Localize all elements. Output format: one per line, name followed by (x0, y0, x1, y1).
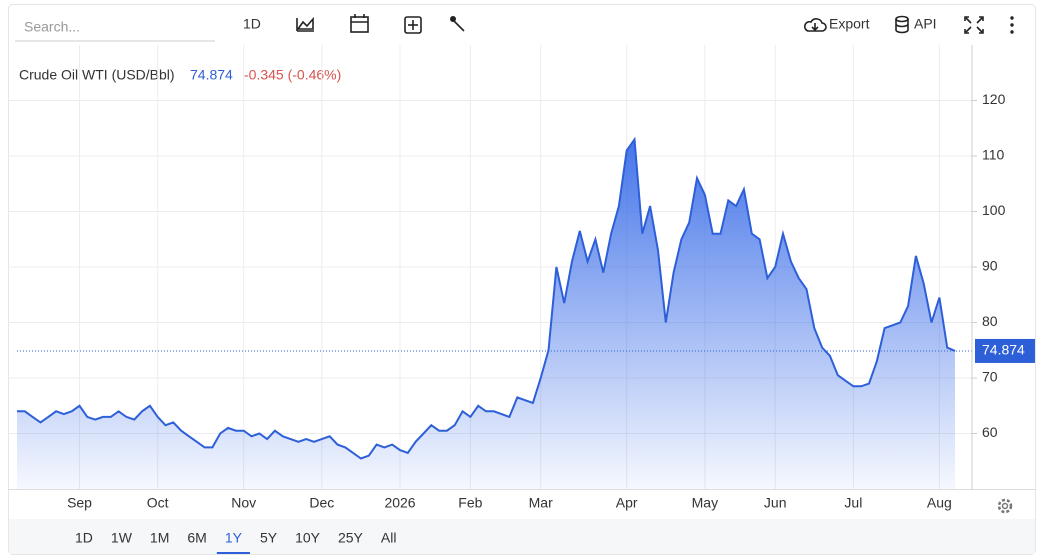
x-tick-label: 2026 (384, 495, 415, 511)
range-button[interactable]: 1W (111, 530, 133, 546)
range-buttons: 1D 1W 1M 6M 1Y 5Y 10Y 25Y All (75, 530, 397, 554)
y-tick-label: 100 (982, 202, 1006, 218)
calendar-icon[interactable] (350, 14, 369, 33)
range-bar (9, 519, 1035, 554)
range-button[interactable]: 6M (187, 530, 206, 546)
change: -0.345 (-0.46%) (244, 67, 341, 83)
search-box[interactable]: Search... (24, 19, 80, 35)
range-button[interactable]: 1D (75, 530, 93, 546)
fullscreen-icon[interactable] (964, 16, 984, 34)
range-button[interactable]: 10Y (295, 530, 321, 546)
series-title: Crude Oil WTI (USD/Bbl) (19, 67, 175, 83)
y-tick-label: 70 (982, 369, 998, 385)
last-value-tag (975, 338, 1035, 363)
api-button[interactable]: API (895, 15, 937, 34)
last-value: 74.874 (190, 67, 233, 83)
x-tick-label: Apr (616, 495, 638, 511)
x-tick-label: Jul (844, 495, 862, 511)
gear-icon[interactable] (997, 498, 1013, 514)
chart-type-icon[interactable] (296, 16, 314, 32)
y-tick-label: 80 (982, 313, 998, 329)
range-button[interactable]: All (381, 530, 397, 546)
y-tick-label: 120 (982, 91, 1006, 107)
api-label: API (914, 16, 937, 32)
export-button[interactable]: Export (804, 16, 870, 32)
x-tick-label: Sep (67, 495, 92, 511)
menu-icon[interactable] (1010, 16, 1014, 34)
plot (8, 45, 977, 489)
range-button[interactable]: 5Y (260, 530, 278, 546)
x-tick-label: Jun (764, 495, 787, 511)
line (17, 136, 956, 460)
interval-button[interactable]: 1D (243, 16, 261, 32)
x-tick-label: Aug (927, 495, 952, 511)
area (17, 139, 955, 489)
export-label: Export (829, 16, 870, 32)
settings-wrench-icon[interactable] (450, 16, 465, 32)
x-tick-label: Mar (529, 495, 553, 511)
y-tick-label: 110 (982, 147, 1005, 163)
last-value-tag-label: 74.874 (982, 342, 1025, 358)
range-button[interactable]: 25Y (338, 530, 364, 546)
x-tick-label: Nov (231, 495, 256, 511)
range-button[interactable]: 1M (150, 530, 169, 546)
x-tick-label: Dec (309, 495, 334, 511)
x-tick-label: Feb (458, 495, 482, 511)
x-tick-label: May (692, 495, 718, 511)
compare-icon[interactable] (404, 16, 422, 34)
y-tick-label: 60 (982, 424, 998, 440)
range-button[interactable]: 1Y (225, 530, 243, 546)
x-tick-label: Oct (147, 495, 169, 511)
y-tick-label: 90 (982, 258, 998, 274)
